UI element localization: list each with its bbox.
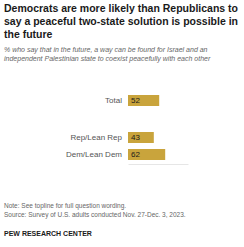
subtitle: % who say that in the future, a way can …: [4, 46, 211, 63]
bar: [128, 149, 165, 160]
axis-line: [129, 164, 189, 165]
bars: [128, 95, 165, 160]
bar: [128, 95, 159, 106]
data-label: 52: [131, 96, 140, 105]
x-axis: [129, 164, 189, 165]
data-label: 62: [131, 150, 140, 159]
chart: Democrats are more likely than Republica…: [0, 0, 244, 247]
source: Source: Survey of U.S. adults conducted …: [4, 211, 186, 219]
title: Democrats are more likely than Republica…: [4, 2, 238, 40]
note: Note: See topline for full question word…: [4, 202, 126, 210]
data-label: 43: [131, 133, 140, 142]
tick-label: Dem/Lean Dem: [66, 150, 122, 159]
credit: PEW RESEARCH CENTER: [4, 230, 92, 237]
bar: [128, 132, 154, 143]
tick-label: Rep/Lean Rep: [70, 133, 122, 142]
tick-label: Total: [105, 96, 122, 105]
